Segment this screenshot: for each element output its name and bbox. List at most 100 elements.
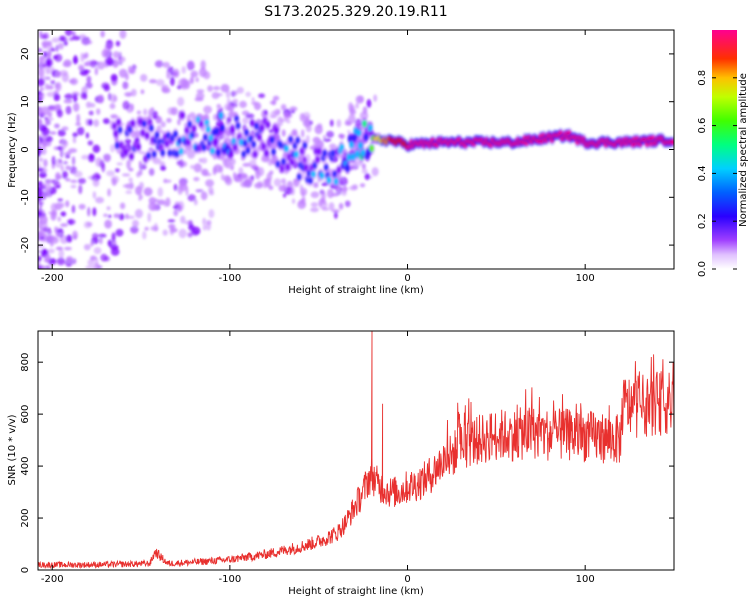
heatmap-cell <box>79 34 87 39</box>
heatmap-cell <box>358 95 364 103</box>
heatmap-cell <box>205 221 212 231</box>
heatmap-cell <box>205 179 215 187</box>
heatmap-cell <box>226 163 235 170</box>
heatmap-cell <box>217 93 223 97</box>
heatmap-cell <box>104 219 112 229</box>
heatmap-cell <box>241 150 247 158</box>
heatmap-cell <box>70 184 77 189</box>
heatmap-cell <box>215 149 221 157</box>
heatmap-cell <box>245 91 252 97</box>
heatmap-cell <box>97 94 105 104</box>
heatmap-cell <box>336 119 342 128</box>
heatmap-cell <box>328 202 335 211</box>
heatmap-cell <box>55 174 63 180</box>
heatmap-cell <box>51 209 58 217</box>
heatmap-cell <box>200 191 208 201</box>
heatmap-cell <box>104 44 113 49</box>
heatmap-cell <box>56 246 63 251</box>
heatmap-cell <box>291 109 295 114</box>
heatmap-cell <box>122 100 130 110</box>
heatmap-cell <box>51 37 61 43</box>
colorbar-tick-label: 0.2 <box>697 213 708 229</box>
heatmap-cell <box>58 42 64 50</box>
heatmap-cell <box>107 239 113 247</box>
heatmap-cell <box>269 115 277 119</box>
heatmap-cell <box>114 141 120 149</box>
heatmap-cell <box>148 168 155 176</box>
heatmap-cell <box>226 104 232 112</box>
heatmap-cell <box>92 178 100 187</box>
heatmap-cell <box>39 34 48 40</box>
heatmap-cell <box>356 129 362 137</box>
heatmap-cell <box>264 178 272 188</box>
heatmap-cell <box>180 111 186 119</box>
heatmap-cell <box>130 119 136 127</box>
heatmap-cell <box>50 80 56 85</box>
heatmap-cell <box>65 200 70 208</box>
heatmap-cell <box>38 117 42 127</box>
heatmap-cell <box>322 149 328 157</box>
heatmap-cell <box>168 223 176 229</box>
heatmap-cell <box>331 209 340 213</box>
heatmap-cell <box>68 218 73 226</box>
heatmap-cell <box>344 200 351 208</box>
heatmap-cell <box>90 241 94 247</box>
heatmap-cell <box>293 178 298 183</box>
heatmap-cell <box>229 109 235 118</box>
snr-series-line <box>38 331 674 570</box>
heatmap-cell <box>55 70 62 78</box>
heatmap-cell <box>279 118 289 122</box>
heatmap-cell <box>236 86 244 94</box>
heatmap-cell <box>177 96 185 107</box>
heatmap-cell <box>128 66 136 75</box>
heatmap-cell <box>38 181 43 192</box>
heatmap-cell <box>157 187 164 197</box>
heatmap-cell <box>92 191 97 199</box>
heatmap-cell <box>95 196 105 204</box>
heatmap-cell <box>326 188 334 199</box>
heatmap-cell <box>44 83 50 90</box>
heatmap-cell <box>239 100 247 109</box>
heatmap-cell <box>38 47 43 53</box>
heatmap-cell <box>103 84 111 92</box>
heatmap-cell <box>75 122 82 127</box>
heatmap-cell <box>38 56 46 65</box>
x-tick-label: 0 <box>404 574 410 585</box>
heatmap-cell <box>138 169 143 176</box>
heatmap-cell <box>87 259 95 266</box>
heatmap-cell <box>96 108 101 115</box>
heatmap-cell <box>59 70 69 76</box>
heatmap-cell <box>95 174 102 180</box>
figure-title: S173.2025.329.20.19.R11 <box>264 4 447 20</box>
heatmap-cell <box>119 30 127 39</box>
heatmap-cell <box>94 67 98 76</box>
heatmap-cell <box>295 136 301 144</box>
heatmap-cell <box>220 173 225 181</box>
heatmap-cell <box>362 120 367 128</box>
heatmap-cell <box>125 182 135 190</box>
heatmap-cell <box>234 173 240 183</box>
heatmap-cell <box>46 187 50 197</box>
heatmap-cell <box>173 209 179 217</box>
heatmap-cell <box>283 112 290 120</box>
heatmap-cell <box>140 74 148 82</box>
heatmap-cell <box>321 182 329 186</box>
heatmap-cell <box>147 212 152 223</box>
heatmap-cell <box>46 91 56 98</box>
heatmap-cell <box>45 68 49 75</box>
heatmap-cell <box>106 170 115 177</box>
heatmap-cell <box>86 40 93 45</box>
heatmap-cell <box>110 175 120 184</box>
heatmap-cell <box>190 164 194 169</box>
heatmap-cell <box>43 265 52 269</box>
heatmap-cell <box>65 256 74 263</box>
heatmap-cell <box>231 102 238 108</box>
heatmap-cell <box>281 158 286 166</box>
heatmap-cell <box>214 127 220 135</box>
heatmap-cell <box>184 220 193 225</box>
heatmap-cell <box>220 83 230 93</box>
heatmap-cell <box>193 198 198 206</box>
colorbar-ticks: 0.0 0.2 0.4 0.6 0.8 <box>697 70 737 277</box>
heatmap-cell <box>355 102 359 109</box>
heatmap-cell <box>167 219 176 223</box>
